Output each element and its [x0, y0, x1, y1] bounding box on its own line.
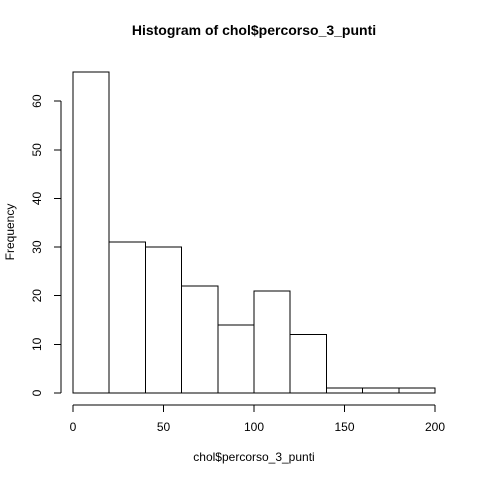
histogram-bar-8 — [362, 387, 400, 394]
histogram-bar-3 — [181, 285, 219, 394]
y-tick-label-1: 10 — [30, 337, 44, 351]
y-axis: 0 10 20 30 40 50 60 — [30, 94, 62, 396]
y-tick-label-5: 50 — [30, 143, 44, 157]
y-tick-label-0: 0 — [30, 389, 44, 396]
histogram-bar-1 — [108, 241, 146, 394]
y-tick-label-4: 40 — [30, 191, 44, 205]
x-axis-label: chol$percorso_3_punti — [193, 450, 314, 464]
x-tick-label-4: 200 — [425, 420, 445, 434]
histogram-bar-2 — [144, 246, 183, 394]
histogram-bar-6 — [289, 334, 327, 394]
histogram-bar-0 — [72, 71, 110, 394]
histogram-bar-5 — [253, 290, 291, 394]
y-tick-label-6: 60 — [30, 94, 44, 108]
x-axis: 0 50 100 150 200 — [70, 404, 445, 434]
chart-title: Histogram of chol$percorso_3_punti — [132, 22, 376, 38]
x-tick-label-3: 150 — [334, 420, 354, 434]
y-axis-label: Frequency — [3, 204, 17, 261]
x-tick-label-2: 100 — [244, 420, 264, 434]
histogram-bar-7 — [325, 387, 364, 394]
bars-group — [72, 71, 436, 394]
y-tick-label-3: 30 — [30, 240, 44, 254]
x-tick-label-0: 0 — [70, 420, 77, 434]
x-tick-label-1: 50 — [157, 420, 171, 434]
y-tick-label-2: 20 — [30, 289, 44, 303]
histogram-bar-4 — [217, 324, 255, 394]
histogram-bar-9 — [398, 387, 436, 394]
